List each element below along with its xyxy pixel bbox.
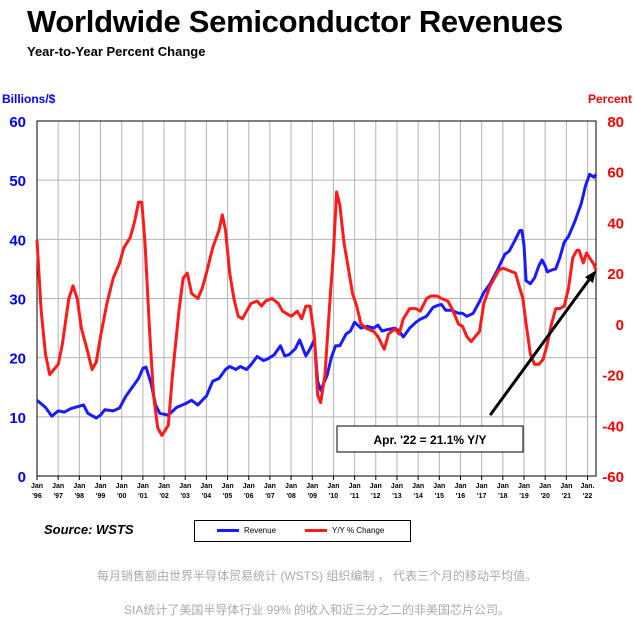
left-tick-label: 20 [9, 351, 26, 368]
chart-title: Worldwide Semiconductor Revenues [27, 4, 563, 39]
left-tick-label: 40 [9, 232, 26, 249]
x-tick-label-year: '09 [308, 493, 318, 500]
x-axis-ticks: Jan '96 Jan '97 Jan '98 Jan '99 Jan '00 Jan '01 Jan '… [31, 476, 595, 500]
x-tick-label-year: '00 [117, 493, 127, 500]
caption-line-1: 每月销售额由世界半导体贸易统计 (WSTS) 组织编制 ， 代表三个月的移动平均… [97, 569, 537, 583]
x-tick-label-year: '99 [96, 493, 106, 500]
left-tick-label: 50 [9, 173, 26, 190]
x-tick-label-month: Jan [497, 483, 509, 490]
right-tick-label: 0 [616, 317, 624, 334]
x-tick-label-month: Jan [52, 483, 64, 490]
right-axis-ticks: -60 -40 -20 0 20 40 60 80 [602, 114, 624, 486]
x-tick-label-year: '12 [371, 493, 381, 500]
x-tick-label-month: Jan [433, 483, 445, 490]
annotation-arrow [488, 279, 591, 417]
legend-swatch-revenue [217, 529, 239, 532]
x-tick-label-month: Jan [349, 483, 361, 490]
left-axis-ticks: 0 10 20 30 40 50 60 [9, 114, 26, 486]
x-tick-label-year: '18 [498, 493, 508, 500]
x-tick-label-year: '08 [286, 493, 296, 500]
legend-label-yoy: Y/Y % Change [332, 526, 385, 535]
series-revenue-line [36, 172, 598, 420]
x-tick-label-month: Jan [94, 483, 106, 490]
legend-label-revenue: Revenue [244, 526, 277, 535]
right-tick-label: -20 [602, 368, 624, 385]
x-tick-label-month: Jan [306, 483, 318, 490]
x-tick-label-year: '97 [53, 493, 63, 500]
x-tick-label-month: Jan [31, 483, 43, 490]
x-tick-label-year: '20 [540, 493, 550, 500]
x-tick-label-month: Jan [158, 483, 170, 490]
legend-entry-revenue: Revenue [217, 526, 276, 535]
legend-swatch-yoy [305, 529, 327, 532]
x-tick-label-month: Jan [73, 483, 85, 490]
right-tick-label: -40 [602, 418, 624, 435]
x-tick-label-year: '16 [456, 493, 466, 500]
x-tick-label-month: Jan [560, 483, 572, 490]
x-tick-label-month: Jan [243, 483, 255, 490]
x-tick-label-year: '02 [159, 493, 169, 500]
right-axis-label: Percent [588, 92, 632, 106]
right-tick-label: 40 [607, 215, 624, 232]
x-tick-label-month: Jan [476, 483, 488, 490]
x-tick-label-year: '13 [392, 493, 402, 500]
annotation-text: Apr. '22 = 21.1% Y/Y [373, 433, 486, 447]
x-tick-label-month: Jan [264, 483, 276, 490]
x-tick-label-month: Jan. [581, 483, 595, 490]
x-tick-label-month: Jan [454, 483, 466, 490]
legend-entry-yoy: Y/Y % Change [305, 526, 384, 535]
x-tick-label-year: '22 [583, 493, 593, 500]
x-tick-label-year: '10 [329, 493, 339, 500]
x-tick-label-month: Jan [391, 483, 403, 490]
left-tick-label: 30 [9, 292, 26, 309]
x-tick-label-year: '98 [75, 493, 85, 500]
grid-lines [37, 121, 596, 476]
left-tick-label: 60 [9, 114, 26, 131]
left-tick-label: 0 [18, 469, 26, 486]
series-yoy-line [35, 190, 598, 437]
plot-frame [36, 120, 597, 477]
left-axis-label: Billions/$ [2, 92, 56, 106]
chart-subtitle: Year-to-Year Percent Change [27, 44, 206, 59]
x-tick-label-year: '15 [435, 493, 445, 500]
x-tick-label-month: Jan [518, 483, 530, 490]
x-tick-label-month: Jan [137, 483, 149, 490]
source-note: Source: WSTS [44, 522, 134, 537]
x-tick-label-year: '14 [413, 493, 423, 500]
x-tick-label-year: '04 [202, 493, 212, 500]
right-tick-label: -60 [602, 469, 624, 486]
x-tick-label-year: '05 [223, 493, 233, 500]
right-tick-label: 60 [607, 165, 624, 182]
x-tick-label-month: Jan [179, 483, 191, 490]
x-tick-label-month: Jan [285, 483, 297, 490]
x-tick-label-month: Jan [327, 483, 339, 490]
x-tick-label-year: '17 [477, 493, 487, 500]
x-tick-label-month: Jan [370, 483, 382, 490]
x-tick-label-year: '07 [265, 493, 275, 500]
x-tick-label-year: '19 [519, 493, 529, 500]
x-tick-label-month: Jan [412, 483, 424, 490]
x-tick-label-year: '06 [244, 493, 254, 500]
left-tick-label: 10 [9, 410, 26, 427]
x-tick-label-year: '03 [180, 493, 190, 500]
x-tick-label-month: Jan [539, 483, 551, 490]
x-tick-label-year: '96 [32, 493, 42, 500]
x-tick-label-month: Jan [200, 483, 212, 490]
right-tick-label: 20 [607, 266, 624, 283]
x-tick-label-month: Jan [222, 483, 234, 490]
x-tick-label-year: '01 [138, 493, 148, 500]
chart-area: Jan '96 Jan '97 Jan '98 Jan '99 Jan '00 Jan '01 Jan '… [2, 92, 632, 500]
legend: Revenue Y/Y % Change [194, 520, 411, 542]
x-tick-label-month: Jan [116, 483, 128, 490]
x-tick-label-year: '21 [562, 493, 572, 500]
right-tick-label: 80 [607, 114, 624, 131]
caption-line-2: SIA统计了美国半导体行业 99% 的收入和近三分之二的非美国芯片公司。 [123, 603, 511, 617]
annotation-arrowhead [584, 270, 596, 283]
annotation-box [336, 425, 524, 453]
x-tick-label-year: '11 [350, 493, 359, 500]
